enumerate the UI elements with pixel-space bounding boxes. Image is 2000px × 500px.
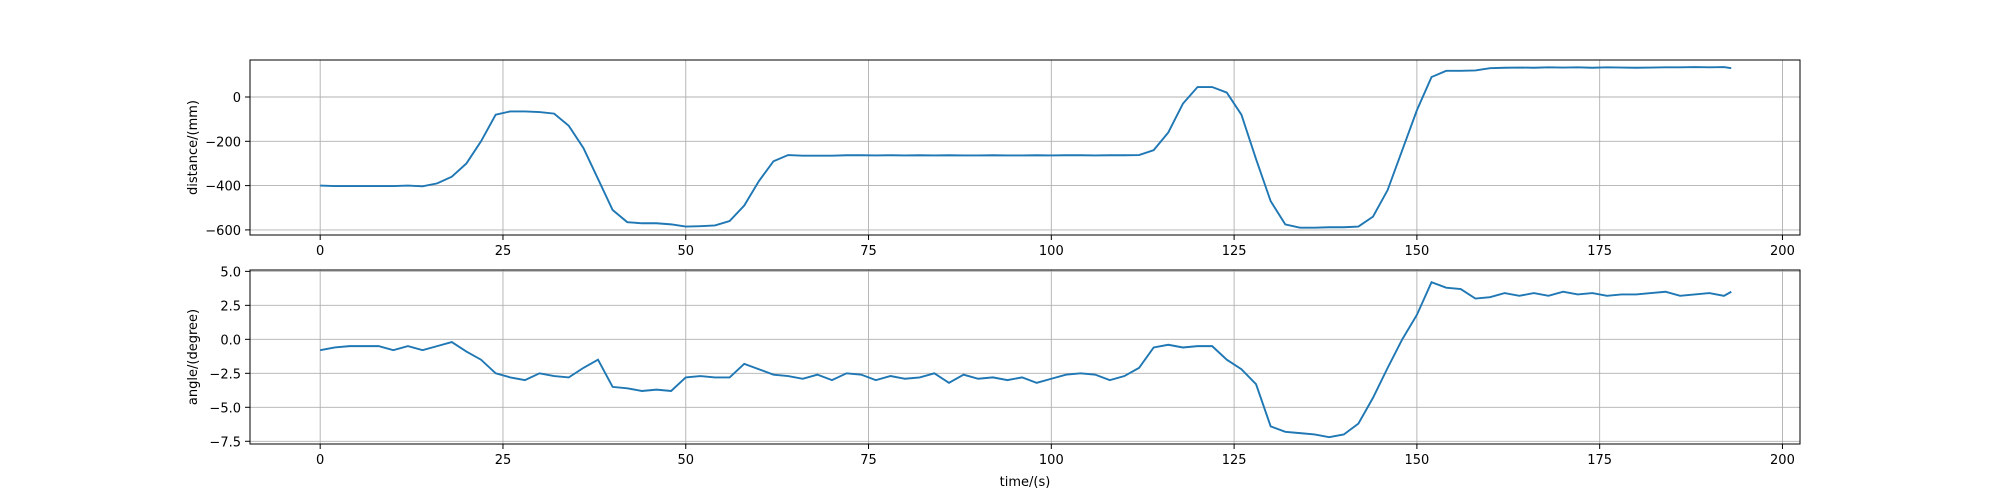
y-axis-label: angle/(degree): [186, 309, 201, 405]
y-tick-label: 0: [233, 91, 241, 106]
x-tick-label: 125: [1222, 453, 1247, 468]
x-tick-label: 175: [1587, 453, 1612, 468]
x-tick-label: 50: [677, 244, 694, 259]
x-tick-label: 25: [495, 244, 512, 259]
x-tick-label: 100: [1039, 453, 1064, 468]
x-tick-label: 125: [1222, 244, 1247, 259]
y-tick-label: −200: [205, 135, 241, 150]
x-tick-label: 175: [1587, 244, 1612, 259]
y-tick-label: −600: [205, 224, 241, 239]
x-tick-label: 0: [316, 244, 324, 259]
x-tick-label: 200: [1770, 453, 1795, 468]
x-axis-label: time/(s): [1000, 475, 1051, 490]
data-line: [320, 281, 1732, 439]
x-tick-label: 200: [1770, 244, 1795, 259]
x-tick-label: 100: [1039, 244, 1064, 259]
x-tick-label: 150: [1404, 453, 1429, 468]
x-tick-label: 0: [316, 453, 324, 468]
y-tick-label: 2.5: [220, 299, 241, 314]
y-tick-label: −2.5: [209, 367, 241, 382]
x-tick-label: 50: [677, 453, 694, 468]
x-tick-label: 25: [495, 453, 512, 468]
y-tick-label: −5.0: [209, 401, 241, 416]
x-tick-label: 150: [1404, 244, 1429, 259]
y-tick-label: 5.0: [220, 265, 241, 280]
data-line: [320, 66, 1732, 229]
x-tick-label: 75: [860, 244, 877, 259]
y-tick-label: −7.5: [209, 435, 241, 450]
plot-frame: [249, 269, 1801, 445]
plot-frame: [249, 59, 1801, 236]
y-axis-label: distance/(mm): [186, 100, 201, 195]
y-tick-label: 0.0: [220, 333, 241, 348]
x-tick-label: 75: [860, 453, 877, 468]
y-tick-label: −400: [205, 180, 241, 195]
